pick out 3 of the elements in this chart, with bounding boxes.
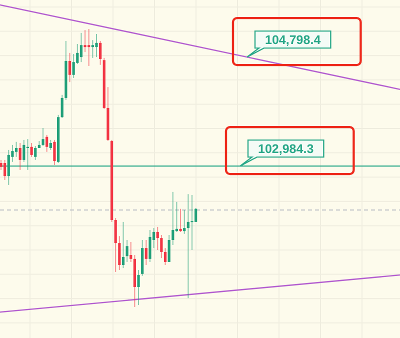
candlestick (194, 208, 198, 222)
text: 104,798.4 (265, 33, 321, 48)
text: 102,984.3 (258, 142, 314, 156)
